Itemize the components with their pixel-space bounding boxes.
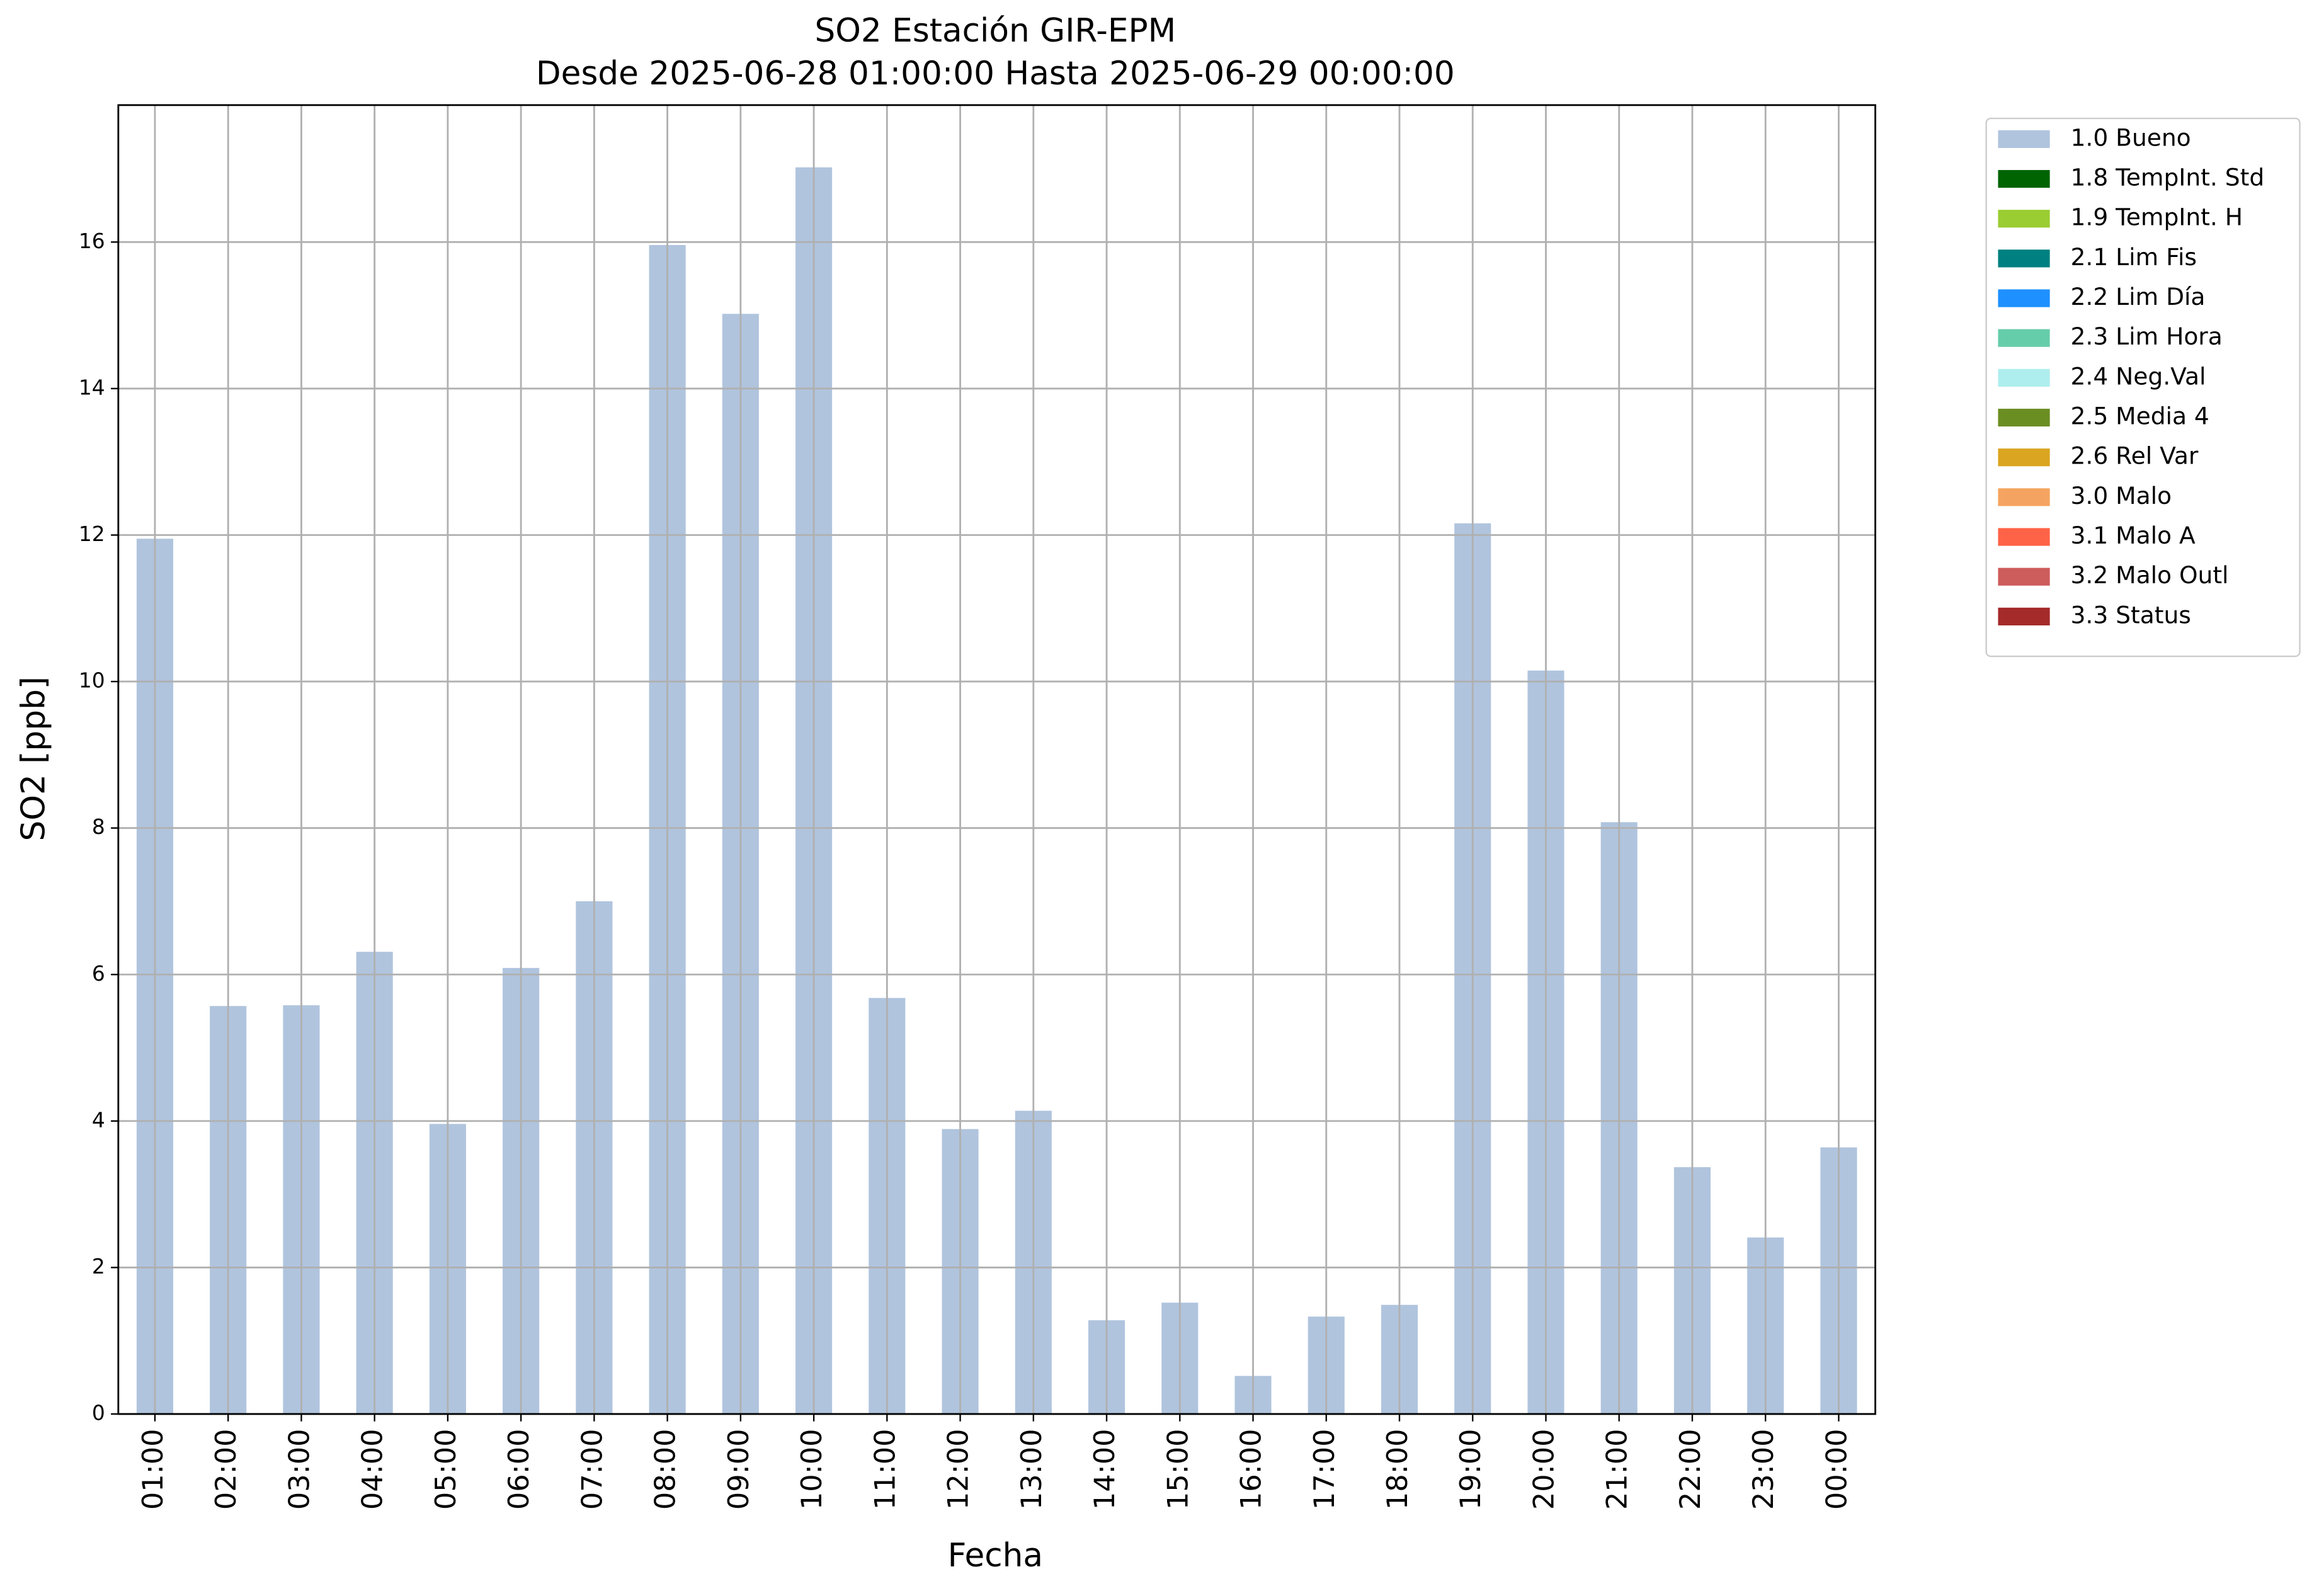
legend-label: 2.3 Lim Hora (2071, 322, 2223, 350)
y-tick-label: 14 (79, 375, 105, 399)
x-tick-label: 08:00 (649, 1429, 682, 1510)
x-tick-label: 22:00 (1674, 1429, 1707, 1510)
x-tick-label: 00:00 (1820, 1429, 1853, 1510)
legend-swatch (1998, 488, 2050, 506)
x-tick-label: 01:00 (137, 1429, 169, 1510)
x-tick-label: 12:00 (942, 1429, 975, 1510)
chart-title: SO2 Estación GIR-EPM (814, 12, 1176, 50)
x-tick-label: 04:00 (356, 1429, 389, 1510)
x-tick-label: 14:00 (1088, 1429, 1121, 1510)
y-tick-label: 0 (92, 1401, 105, 1425)
legend-swatch (1998, 607, 2050, 625)
legend-swatch (1998, 130, 2050, 148)
y-tick-label: 10 (79, 668, 105, 693)
legend-label: 2.6 Rel Var (2071, 442, 2199, 470)
x-tick-label: 15:00 (1161, 1429, 1194, 1510)
legend-swatch (1998, 169, 2050, 188)
x-tick-label: 06:00 (503, 1429, 535, 1510)
x-tick-label: 18:00 (1381, 1429, 1414, 1510)
legend-swatch (1998, 329, 2050, 347)
legend-label: 2.2 Lim Día (2071, 283, 2206, 311)
legend-swatch (1998, 368, 2050, 387)
y-tick-label: 12 (79, 522, 105, 546)
legend-label: 3.1 Malo A (2071, 522, 2196, 549)
legend-label: 3.0 Malo (2071, 482, 2172, 510)
legend-swatch (1998, 448, 2050, 467)
x-tick-label: 11:00 (869, 1429, 901, 1510)
chart-subtitle: Desde 2025-06-28 01:00:00 Hasta 2025-06-… (536, 55, 1455, 93)
legend-label: 3.2 Malo Outl (2071, 561, 2229, 589)
x-tick-label: 13:00 (1015, 1429, 1048, 1510)
legend-label: 3.3 Status (2071, 601, 2191, 629)
legend-label: 1.9 TempInt. H (2071, 203, 2243, 231)
x-tick-label: 09:00 (722, 1429, 755, 1510)
x-tick-label: 07:00 (576, 1429, 608, 1510)
x-tick-label: 19:00 (1454, 1429, 1487, 1510)
x-axis-label: Fecha (948, 1537, 1043, 1575)
y-tick-label: 6 (92, 961, 105, 986)
x-tick-label: 17:00 (1308, 1429, 1341, 1510)
x-tick-label: 05:00 (430, 1429, 462, 1510)
y-axis-label: SO2 [ppb] (14, 676, 52, 841)
y-tick-label: 4 (92, 1107, 105, 1132)
x-tick-label: 23:00 (1747, 1429, 1780, 1510)
y-tick-label: 16 (79, 229, 105, 253)
legend-label: 2.1 Lim Fis (2071, 243, 2197, 271)
legend-swatch (1998, 567, 2050, 586)
legend-swatch (1998, 210, 2050, 228)
legend-swatch (1998, 408, 2050, 427)
x-tick-label: 16:00 (1235, 1429, 1268, 1510)
x-tick-label: 20:00 (1527, 1429, 1560, 1510)
x-tick-label: 02:00 (210, 1429, 242, 1510)
legend-label: 2.4 Neg.Val (2071, 362, 2206, 390)
x-tick-label: 03:00 (283, 1429, 316, 1510)
y-tick-label: 8 (92, 814, 105, 839)
legend-label: 1.0 Bueno (2071, 123, 2191, 151)
legend-box (1985, 117, 2301, 658)
legend-label: 2.5 Media 4 (2071, 402, 2209, 430)
legend-swatch (1998, 528, 2050, 546)
legend-swatch (1998, 289, 2050, 307)
x-tick-label: 21:00 (1601, 1429, 1634, 1510)
y-tick-label: 2 (92, 1254, 105, 1279)
legend-label: 1.8 TempInt. Std (2071, 164, 2265, 191)
legend-swatch (1998, 249, 2050, 268)
plot-frame (117, 104, 1876, 1415)
x-tick-label: 10:00 (795, 1429, 828, 1510)
